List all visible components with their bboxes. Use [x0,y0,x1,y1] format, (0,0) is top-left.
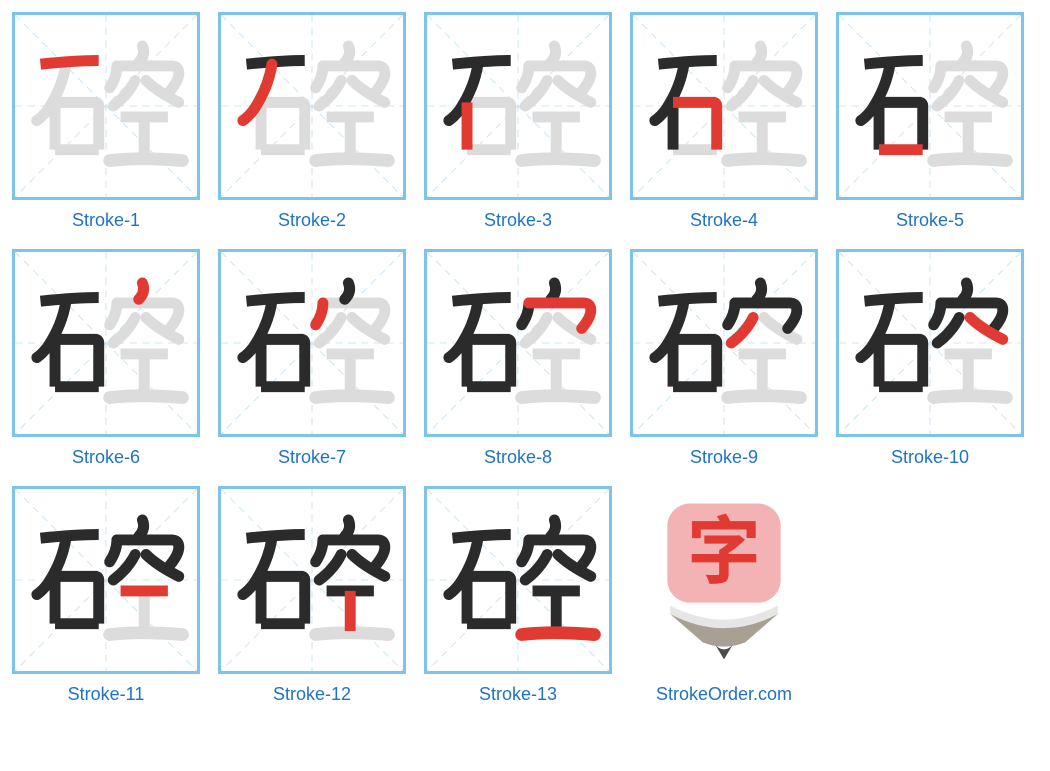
glyph-tile [836,12,1024,200]
stroke-label: Stroke-5 [896,210,964,231]
stroke-tile: Stroke-5 [836,12,1024,231]
logo-tile: 字 StrokeOrder.com [630,486,818,705]
stroke-tile: Stroke-9 [630,249,818,468]
stroke-tile: Stroke-12 [218,486,406,705]
stroke-label: Stroke-7 [278,447,346,468]
glyph-tile [630,12,818,200]
stroke-label: Stroke-13 [479,684,557,705]
stroke-tile: Stroke-10 [836,249,1024,468]
stroke-tile: Stroke-2 [218,12,406,231]
glyph-tile [836,249,1024,437]
glyph-tile [12,249,200,437]
stroke-label: Stroke-12 [273,684,351,705]
glyph-tile [12,486,200,674]
site-logo: 字 [630,486,818,674]
stroke-label: Stroke-2 [278,210,346,231]
stroke-tile: Stroke-1 [12,12,200,231]
stroke-label: Stroke-9 [690,447,758,468]
stroke-tile: Stroke-11 [12,486,200,705]
stroke-label: Stroke-6 [72,447,140,468]
stroke-tile: Stroke-6 [12,249,200,468]
glyph-tile [424,249,612,437]
stroke-label: Stroke-11 [68,684,145,705]
glyph-tile [218,249,406,437]
stroke-label: Stroke-1 [72,210,140,231]
glyph-tile [630,249,818,437]
stroke-tile: Stroke-4 [630,12,818,231]
stroke-tile: Stroke-8 [424,249,612,468]
glyph-tile [12,12,200,200]
glyph-tile [218,12,406,200]
stroke-label: Stroke-8 [484,447,552,468]
site-label: StrokeOrder.com [656,684,792,705]
stroke-label: Stroke-10 [891,447,969,468]
stroke-tile: Stroke-3 [424,12,612,231]
svg-text:字: 字 [687,495,761,599]
glyph-tile [218,486,406,674]
glyph-tile [424,486,612,674]
stroke-tile: Stroke-13 [424,486,612,705]
stroke-label: Stroke-4 [690,210,758,231]
stroke-order-grid: Stroke-1 Stroke-2 Stroke-3 Stroke-4 Stro… [12,12,1042,705]
glyph-tile [424,12,612,200]
stroke-label: Stroke-3 [484,210,552,231]
stroke-tile: Stroke-7 [218,249,406,468]
